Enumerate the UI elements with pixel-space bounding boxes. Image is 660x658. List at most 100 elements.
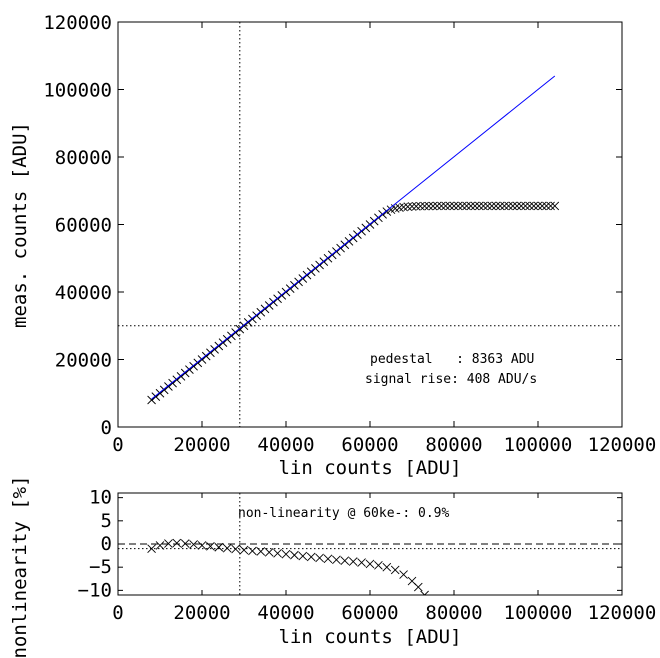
measured-point-67 xyxy=(428,201,438,211)
measured-point-69 xyxy=(437,201,446,211)
nonlin-point-17 xyxy=(290,550,299,560)
measured-point-94 xyxy=(542,201,551,211)
measured-point-69-stroke-b xyxy=(437,201,446,211)
main-y-tick-label-3: 60000 xyxy=(55,215,112,237)
measured-point-82-stroke-b xyxy=(491,201,501,211)
nonlin-point-20 xyxy=(315,553,324,563)
nonlin-point-13 xyxy=(256,547,266,556)
nonlin-x-tick-label-2: 40000 xyxy=(257,602,314,624)
measured-point-93-stroke-b xyxy=(537,201,547,211)
nonlin-point-28 xyxy=(382,562,392,572)
nonlin-point-25 xyxy=(357,558,366,567)
measured-point-78 xyxy=(474,201,484,211)
nonlin-point-32-stroke-b xyxy=(413,582,423,592)
nonlin-x-tick-label-1: 20000 xyxy=(173,602,230,624)
nonlin-point-18-stroke-b xyxy=(298,551,308,561)
measured-point-84-stroke-b xyxy=(500,201,509,211)
nonlin-point-24 xyxy=(348,557,358,566)
main-x-tick-label-4: 80000 xyxy=(425,434,482,456)
measured-point-89-stroke-b xyxy=(521,201,530,211)
nonlinearity-annotation: non-linearity @ 60ke-: 0.9% xyxy=(238,506,449,521)
main-y-tick-label-6: 120000 xyxy=(43,12,112,34)
nonlin-point-32 xyxy=(413,582,423,592)
main-y-tick-label-0: 0 xyxy=(101,417,112,439)
nonlin-point-17-stroke-b xyxy=(290,550,299,560)
nonlin-point-12-stroke-b xyxy=(248,546,257,556)
nonlin-point-7 xyxy=(206,541,215,551)
nonlin-point-33-stroke-b xyxy=(423,590,429,595)
measured-point-71 xyxy=(445,201,455,211)
measured-point-81-stroke-b xyxy=(487,201,497,211)
nonlin-point-22 xyxy=(332,555,341,565)
nonlinearity-plot-x-label: lin counts [ADU] xyxy=(278,626,461,648)
measured-point-62 xyxy=(407,202,417,211)
nonlin-y-tick-label-4: −10 xyxy=(78,579,112,601)
measured-point-94-stroke-b xyxy=(542,201,551,211)
nonlin-point-11 xyxy=(239,545,249,555)
measured-point-95 xyxy=(546,201,555,211)
nonlin-point-19 xyxy=(306,552,316,562)
nonlinearity-plot-x-ticks: 0 20000 40000 60000 80000 100000 120000 xyxy=(112,493,656,624)
nonlin-point-33 xyxy=(420,590,429,595)
nonlin-point-29 xyxy=(390,565,400,575)
nonlin-x-tick-label-6: 120000 xyxy=(588,602,657,624)
measured-point-96 xyxy=(550,201,560,211)
nonlin-x-tick-label-4: 80000 xyxy=(425,602,482,624)
measured-point-92 xyxy=(533,201,543,211)
measured-point-61-stroke-b xyxy=(403,202,413,212)
nonlin-point-14 xyxy=(264,548,274,557)
measured-point-68-stroke-b xyxy=(432,201,442,211)
nonlin-point-1 xyxy=(155,541,165,550)
nonlinearity-plot-data-area xyxy=(118,493,622,595)
nonlin-point-30-stroke-b xyxy=(399,570,408,579)
measured-point-95-stroke-b xyxy=(546,201,555,211)
measured-point-67-stroke-b xyxy=(428,201,438,211)
nonlin-x-tick-label-0: 0 xyxy=(112,602,123,624)
main-plot-x-ticks: 0 20000 40000 60000 80000 100000 120000 xyxy=(112,22,656,456)
measured-point-80-stroke-b xyxy=(483,201,492,211)
nonlin-point-2 xyxy=(164,539,173,548)
measured-point-88 xyxy=(516,201,526,211)
measured-point-90-stroke-b xyxy=(525,201,534,211)
nonlin-point-22-stroke-b xyxy=(332,555,341,565)
measured-point-73-stroke-b xyxy=(453,201,463,211)
measured-point-70 xyxy=(441,201,450,211)
measured-point-65 xyxy=(420,201,429,211)
measured-point-66-stroke-b xyxy=(424,201,434,211)
nonlin-point-27-stroke-b xyxy=(374,561,383,570)
measured-point-90 xyxy=(525,201,534,211)
signal-rise-annotation: signal rise: 408 ADU/s xyxy=(365,372,537,387)
nonlin-point-12 xyxy=(248,546,257,556)
measured-point-83-stroke-b xyxy=(495,201,505,211)
nonlinearity-plot: 0 20000 40000 60000 80000 100000 120000 1050−5… xyxy=(9,475,656,658)
measured-point-74-stroke-b xyxy=(458,201,467,211)
nonlin-point-15 xyxy=(273,548,282,558)
main-plot: 0 20000 40000 60000 80000 100000 120000 0 20000… xyxy=(9,12,656,479)
nonlin-point-6-stroke-b xyxy=(197,541,207,550)
main-y-tick-label-1: 20000 xyxy=(55,350,112,372)
nonlin-point-16 xyxy=(281,549,291,559)
nonlin-point-18 xyxy=(298,551,308,561)
nonlin-point-8-stroke-b xyxy=(214,542,224,552)
nonlin-point-4-stroke-b xyxy=(180,539,190,548)
measured-point-66 xyxy=(424,201,434,211)
nonlin-y-tick-label-0: 10 xyxy=(89,487,112,509)
nonlin-point-21 xyxy=(323,554,333,564)
nonlin-point-2-stroke-b xyxy=(164,539,173,548)
measured-point-61 xyxy=(403,202,413,212)
measured-point-63-stroke-b xyxy=(411,201,421,211)
measured-point-73 xyxy=(453,201,463,211)
nonlin-point-26 xyxy=(365,559,375,569)
measured-point-96-stroke-b xyxy=(550,201,560,211)
measured-point-72 xyxy=(449,201,459,211)
nonlin-point-20-stroke-b xyxy=(315,553,324,563)
nonlin-point-26-stroke-b xyxy=(365,559,375,569)
measured-point-76-stroke-b xyxy=(466,201,476,211)
nonlin-point-33-stroke-a xyxy=(420,590,426,595)
nonlin-point-4 xyxy=(180,539,190,548)
measured-point-91 xyxy=(529,201,539,211)
nonlin-y-tick-label-3: −5 xyxy=(89,556,112,578)
main-y-tick-label-4: 80000 xyxy=(55,147,112,169)
measured-point-76 xyxy=(466,201,476,211)
nonlin-y-tick-label-1: 5 xyxy=(101,510,112,532)
